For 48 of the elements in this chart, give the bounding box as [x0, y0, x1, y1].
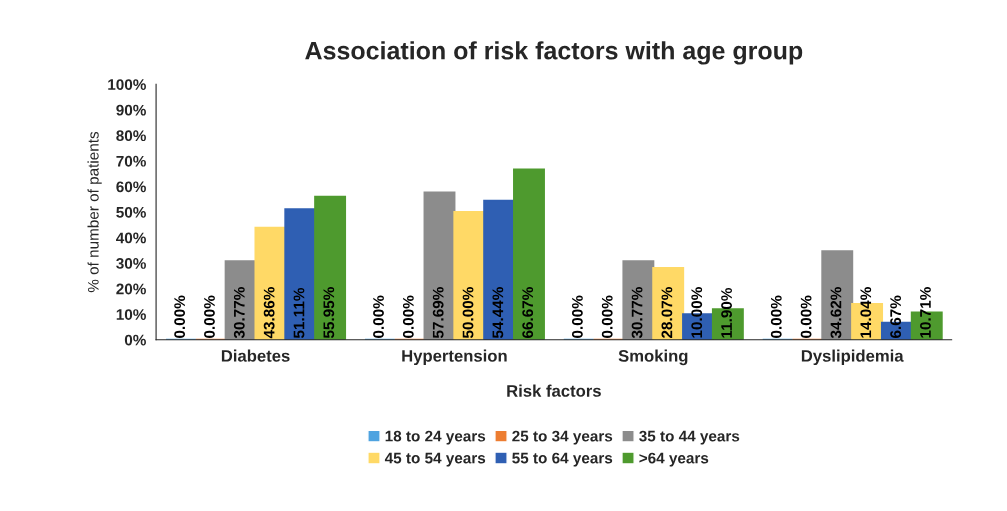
data-label: 28.07%	[661, 287, 673, 339]
y-tick-label: 90%	[116, 104, 146, 116]
x-axis-title: Risk factors	[507, 384, 601, 397]
y-tick-label: 100%	[108, 79, 146, 90]
data-label: 10.71%	[920, 287, 931, 338]
y-tick-label: 10%	[116, 309, 146, 320]
data-label: 11.90%	[721, 287, 732, 338]
data-label: 55.95%	[323, 287, 335, 339]
data-label: 66.67%	[522, 287, 534, 338]
y-tick-label: 60%	[116, 181, 146, 193]
y-axis-title: % of number of patients	[87, 131, 102, 293]
x-tick-label: Dyslipidemia	[801, 349, 904, 366]
y-tick-label: 20%	[116, 283, 146, 295]
data-label: 0.00%	[402, 295, 414, 338]
data-label: 6.67%	[890, 295, 902, 338]
x-tick-label: Smoking	[618, 349, 688, 366]
data-label: 0.00%	[571, 295, 583, 338]
data-label: 50.00%	[462, 287, 474, 339]
legend-label: 45 to 54 years	[384, 452, 486, 467]
y-tick-label: 70%	[116, 155, 146, 167]
data-label: 14.04%	[860, 287, 872, 338]
legend-label: 18 to 24 years	[385, 430, 486, 445]
x-tick-label: Hypertension	[402, 349, 507, 366]
data-label: 54.44%	[492, 287, 504, 339]
data-label: 43.86%	[263, 287, 275, 339]
y-tick-label: 30%	[116, 258, 146, 269]
y-tick-label: 40%	[116, 232, 146, 244]
data-label: 0.00%	[800, 295, 812, 338]
data-label: 0.00%	[770, 295, 782, 338]
data-label: 51.11%	[293, 287, 305, 339]
data-label: 10.00%	[691, 287, 703, 338]
data-label: 30.77%	[233, 287, 245, 339]
legend-label: >64 years	[639, 452, 709, 467]
data-label: 0.00%	[601, 295, 613, 338]
data-label: 0.00%	[373, 295, 384, 338]
y-tick-label: 50%	[116, 206, 146, 218]
data-label: 57.69%	[432, 287, 444, 339]
y-tick-label: 0%	[124, 334, 146, 346]
data-label: 0.00%	[174, 295, 186, 338]
data-label: 0.00%	[204, 295, 215, 338]
data-label: 30.77%	[631, 287, 643, 339]
data-label: 34.62%	[830, 287, 842, 339]
legend-label: 25 to 34 years	[512, 430, 613, 445]
x-tick-label: Diabetes	[221, 349, 290, 362]
legend-label: 55 to 64 years	[512, 452, 613, 467]
chart-title: Association of risk factors with age group	[305, 41, 803, 65]
y-tick-label: 80%	[116, 130, 146, 142]
legend-label: 35 to 44 years	[639, 430, 740, 445]
